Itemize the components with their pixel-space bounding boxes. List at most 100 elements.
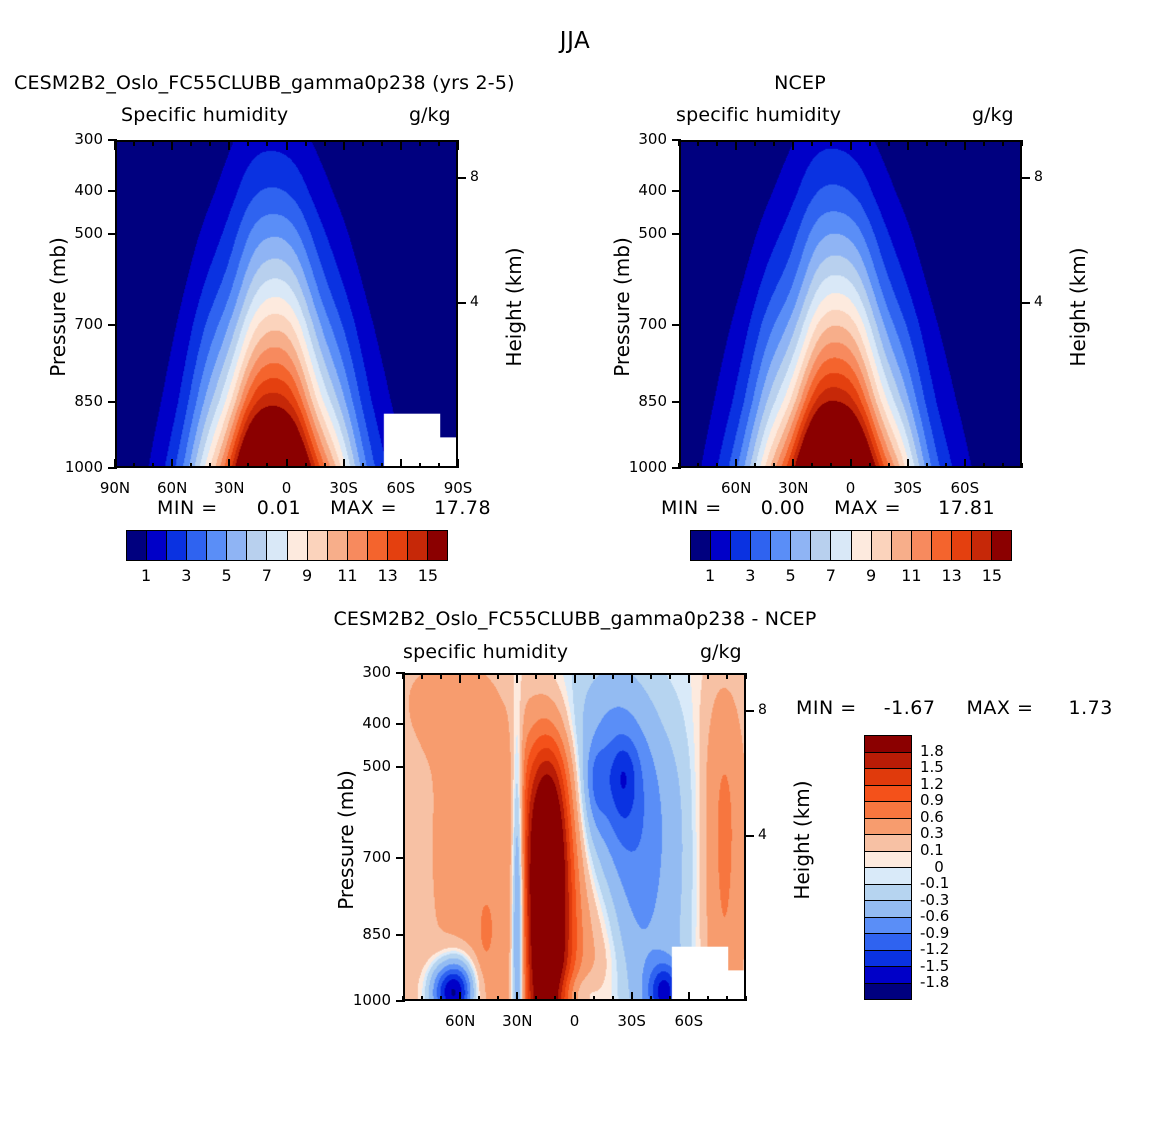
axis-tick	[963, 140, 966, 150]
axis-tick	[380, 140, 383, 146]
colorbar-cell	[865, 802, 911, 819]
axis-tick	[773, 140, 776, 146]
diff-y-axis-title: Pressure (mb)	[334, 770, 358, 910]
axis-tick	[754, 140, 757, 146]
colorbar-tick-label: -0.3	[920, 890, 950, 909]
colorbar-tick-label: 13	[941, 566, 962, 585]
model-colorbar[interactable]	[126, 530, 448, 561]
axis-tick	[925, 140, 928, 146]
colorbar-tick-label: -1.5	[920, 956, 950, 975]
colorbar-cell	[865, 983, 911, 999]
diff-contour-canvas	[405, 675, 744, 999]
axis-tick	[323, 140, 326, 146]
x-tick-label: 60N	[721, 479, 752, 497]
axis-tick	[209, 140, 212, 146]
axis-tick	[744, 835, 754, 838]
axis-tick	[716, 140, 719, 146]
colorbar-cell	[711, 531, 732, 560]
axis-tick	[516, 991, 519, 1001]
y2-tick-label: 4	[758, 827, 767, 844]
axis-tick	[982, 140, 985, 146]
obs-variable-label: specific humidity	[676, 104, 842, 126]
colorbar-cell	[971, 531, 992, 560]
colorbar-cell	[387, 531, 408, 560]
obs-max-label: MAX =	[834, 497, 902, 519]
axis-tick	[554, 995, 557, 1001]
colorbar-cell	[871, 531, 892, 560]
colorbar-tick-label: 15	[981, 566, 1003, 585]
axis-tick	[744, 710, 754, 713]
colorbar-tick-label: 9	[302, 566, 313, 585]
axis-tick	[1020, 302, 1030, 305]
axis-tick	[573, 673, 576, 683]
diff-max-label: MAX =	[966, 697, 1034, 719]
colorbar-tick-label: -0.9	[920, 923, 950, 942]
colorbar-tick-label: 1	[705, 566, 716, 585]
model-variable-label: Specific humidity	[121, 104, 289, 126]
axis-tick	[535, 673, 538, 679]
axis-tick	[342, 458, 345, 468]
axis-tick	[266, 462, 269, 468]
x-tick-label: 30N	[214, 479, 245, 497]
axis-tick	[906, 140, 909, 150]
y-tick-label: 400	[638, 181, 667, 200]
axis-tick	[745, 673, 747, 679]
colorbar-cell	[367, 531, 388, 560]
colorbar-cell	[865, 785, 911, 802]
colorbar-tick-label: 7	[825, 566, 836, 585]
axis-tick	[437, 140, 440, 146]
axis-tick	[573, 991, 576, 1001]
axis-tick	[107, 139, 117, 141]
axis-tick	[395, 672, 405, 674]
colorbar-tick-label: 0.1	[920, 840, 944, 859]
axis-tick	[418, 462, 421, 468]
axis-tick	[649, 995, 652, 1001]
colorbar-tick-label: 5	[221, 566, 232, 585]
y-tick-label: 1000	[64, 458, 103, 476]
colorbar-cell	[911, 531, 932, 560]
axis-tick	[190, 462, 193, 468]
axis-tick	[395, 934, 405, 937]
axis-tick	[107, 467, 117, 469]
diff-max-value: 1.73	[1068, 697, 1113, 719]
axis-tick	[440, 673, 443, 679]
axis-tick	[107, 324, 117, 327]
axis-tick	[868, 462, 871, 468]
axis-tick	[516, 673, 519, 683]
obs-colorbar[interactable]	[690, 530, 1012, 561]
model-max-value: 17.78	[434, 497, 492, 519]
x-tick-label: 60N	[157, 479, 188, 497]
axis-tick	[478, 995, 481, 1001]
obs-panel-title: NCEP	[774, 72, 826, 94]
axis-tick	[754, 462, 757, 468]
colorbar-tick-label: 0.6	[920, 807, 944, 826]
colorbar-cell	[187, 531, 208, 560]
axis-tick	[107, 233, 117, 236]
colorbar-tick-label: -1.2	[920, 940, 950, 959]
colorbar-tick-label: 0.3	[920, 824, 944, 843]
colorbar-cell	[247, 531, 268, 560]
axis-tick	[668, 673, 671, 679]
x-tick-label: 30N	[502, 1012, 533, 1030]
colorbar-cell	[951, 531, 972, 560]
colorbar-cell	[307, 531, 328, 560]
colorbar-cell	[691, 531, 712, 560]
x-tick-label: 60N	[445, 1012, 476, 1030]
axis-tick	[228, 140, 231, 150]
axis-tick	[1001, 140, 1004, 146]
axis-tick	[668, 995, 671, 1001]
axis-tick	[457, 458, 459, 468]
colorbar-tick-label: 1.5	[920, 758, 944, 777]
axis-tick	[773, 462, 776, 468]
diff-colorbar[interactable]	[864, 735, 912, 1000]
colorbar-cell	[865, 884, 911, 901]
y-tick-label: 300	[638, 130, 667, 148]
obs-max-value: 17.81	[938, 497, 996, 519]
diff-panel-title: CESM2B2_Oslo_FC55CLUBB_gamma0p238 - NCEP	[333, 608, 817, 630]
axis-tick	[735, 140, 738, 150]
colorbar-cell	[407, 531, 428, 560]
obs-y-axis-title: Pressure (mb)	[610, 237, 634, 377]
axis-tick	[671, 324, 681, 327]
colorbar-tick-label: 15	[417, 566, 439, 585]
season-title: JJA	[559, 28, 591, 54]
